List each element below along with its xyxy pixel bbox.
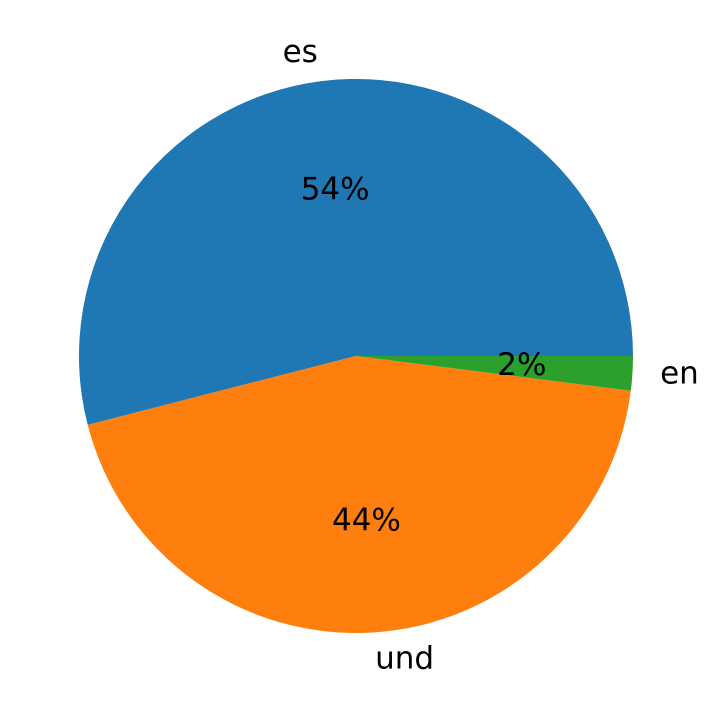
pie-slice (78, 78, 633, 425)
value-label: 2% (497, 347, 546, 383)
pie-slice (87, 356, 631, 633)
slice-label: und (375, 641, 434, 677)
value-label: 54% (301, 172, 370, 208)
pie-slice (356, 356, 633, 391)
value-label: 44% (332, 502, 401, 538)
slice-label: en (660, 356, 699, 392)
slice-label: es (283, 34, 318, 70)
